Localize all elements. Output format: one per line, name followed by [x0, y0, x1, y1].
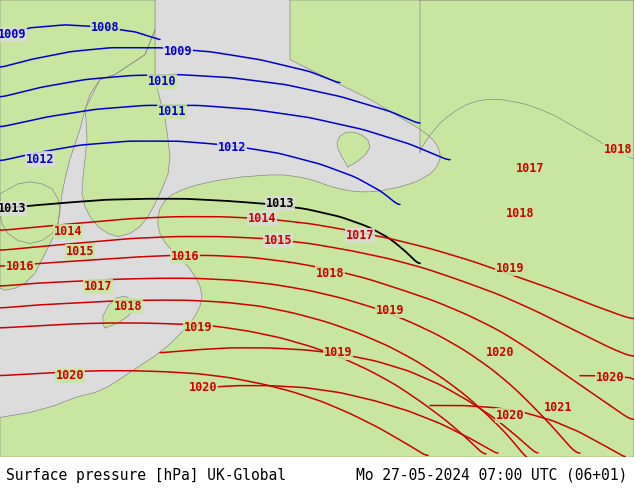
Text: 1013: 1013: [266, 197, 294, 210]
Text: 1012: 1012: [26, 152, 55, 166]
Text: 1010: 1010: [148, 75, 176, 88]
Text: 1020: 1020: [496, 409, 524, 422]
Text: 1009: 1009: [0, 28, 26, 41]
Text: 1015: 1015: [264, 234, 292, 247]
Text: 1014: 1014: [248, 212, 276, 225]
Text: 1009: 1009: [164, 45, 192, 58]
Text: 1016: 1016: [171, 250, 199, 263]
Text: 1017: 1017: [346, 229, 374, 242]
Text: 1018: 1018: [316, 267, 344, 280]
Text: 1015: 1015: [66, 245, 94, 258]
Text: 1018: 1018: [506, 207, 534, 220]
Text: 1019: 1019: [376, 304, 404, 317]
Text: 1020: 1020: [596, 371, 624, 384]
Text: 1021: 1021: [544, 401, 573, 414]
Text: 1013: 1013: [0, 202, 26, 215]
Text: 1018: 1018: [113, 299, 142, 313]
Text: 1011: 1011: [158, 105, 186, 118]
Text: 1019: 1019: [324, 346, 353, 359]
Text: 1017: 1017: [515, 163, 544, 175]
Text: 1020: 1020: [486, 346, 514, 359]
Text: Surface pressure [hPa] UK-Global: Surface pressure [hPa] UK-Global: [6, 468, 287, 483]
Text: 1019: 1019: [184, 321, 212, 335]
Text: 1016: 1016: [6, 260, 34, 273]
Text: Mo 27-05-2024 07:00 UTC (06+01): Mo 27-05-2024 07:00 UTC (06+01): [356, 468, 628, 483]
Text: 1019: 1019: [496, 262, 524, 275]
Text: 1014: 1014: [54, 225, 82, 238]
Text: 1020: 1020: [56, 369, 84, 382]
Text: 1008: 1008: [91, 22, 119, 34]
Text: 1020: 1020: [189, 381, 217, 394]
Text: 1018: 1018: [604, 143, 632, 156]
Text: 1012: 1012: [217, 141, 246, 153]
Text: 1017: 1017: [84, 280, 112, 293]
